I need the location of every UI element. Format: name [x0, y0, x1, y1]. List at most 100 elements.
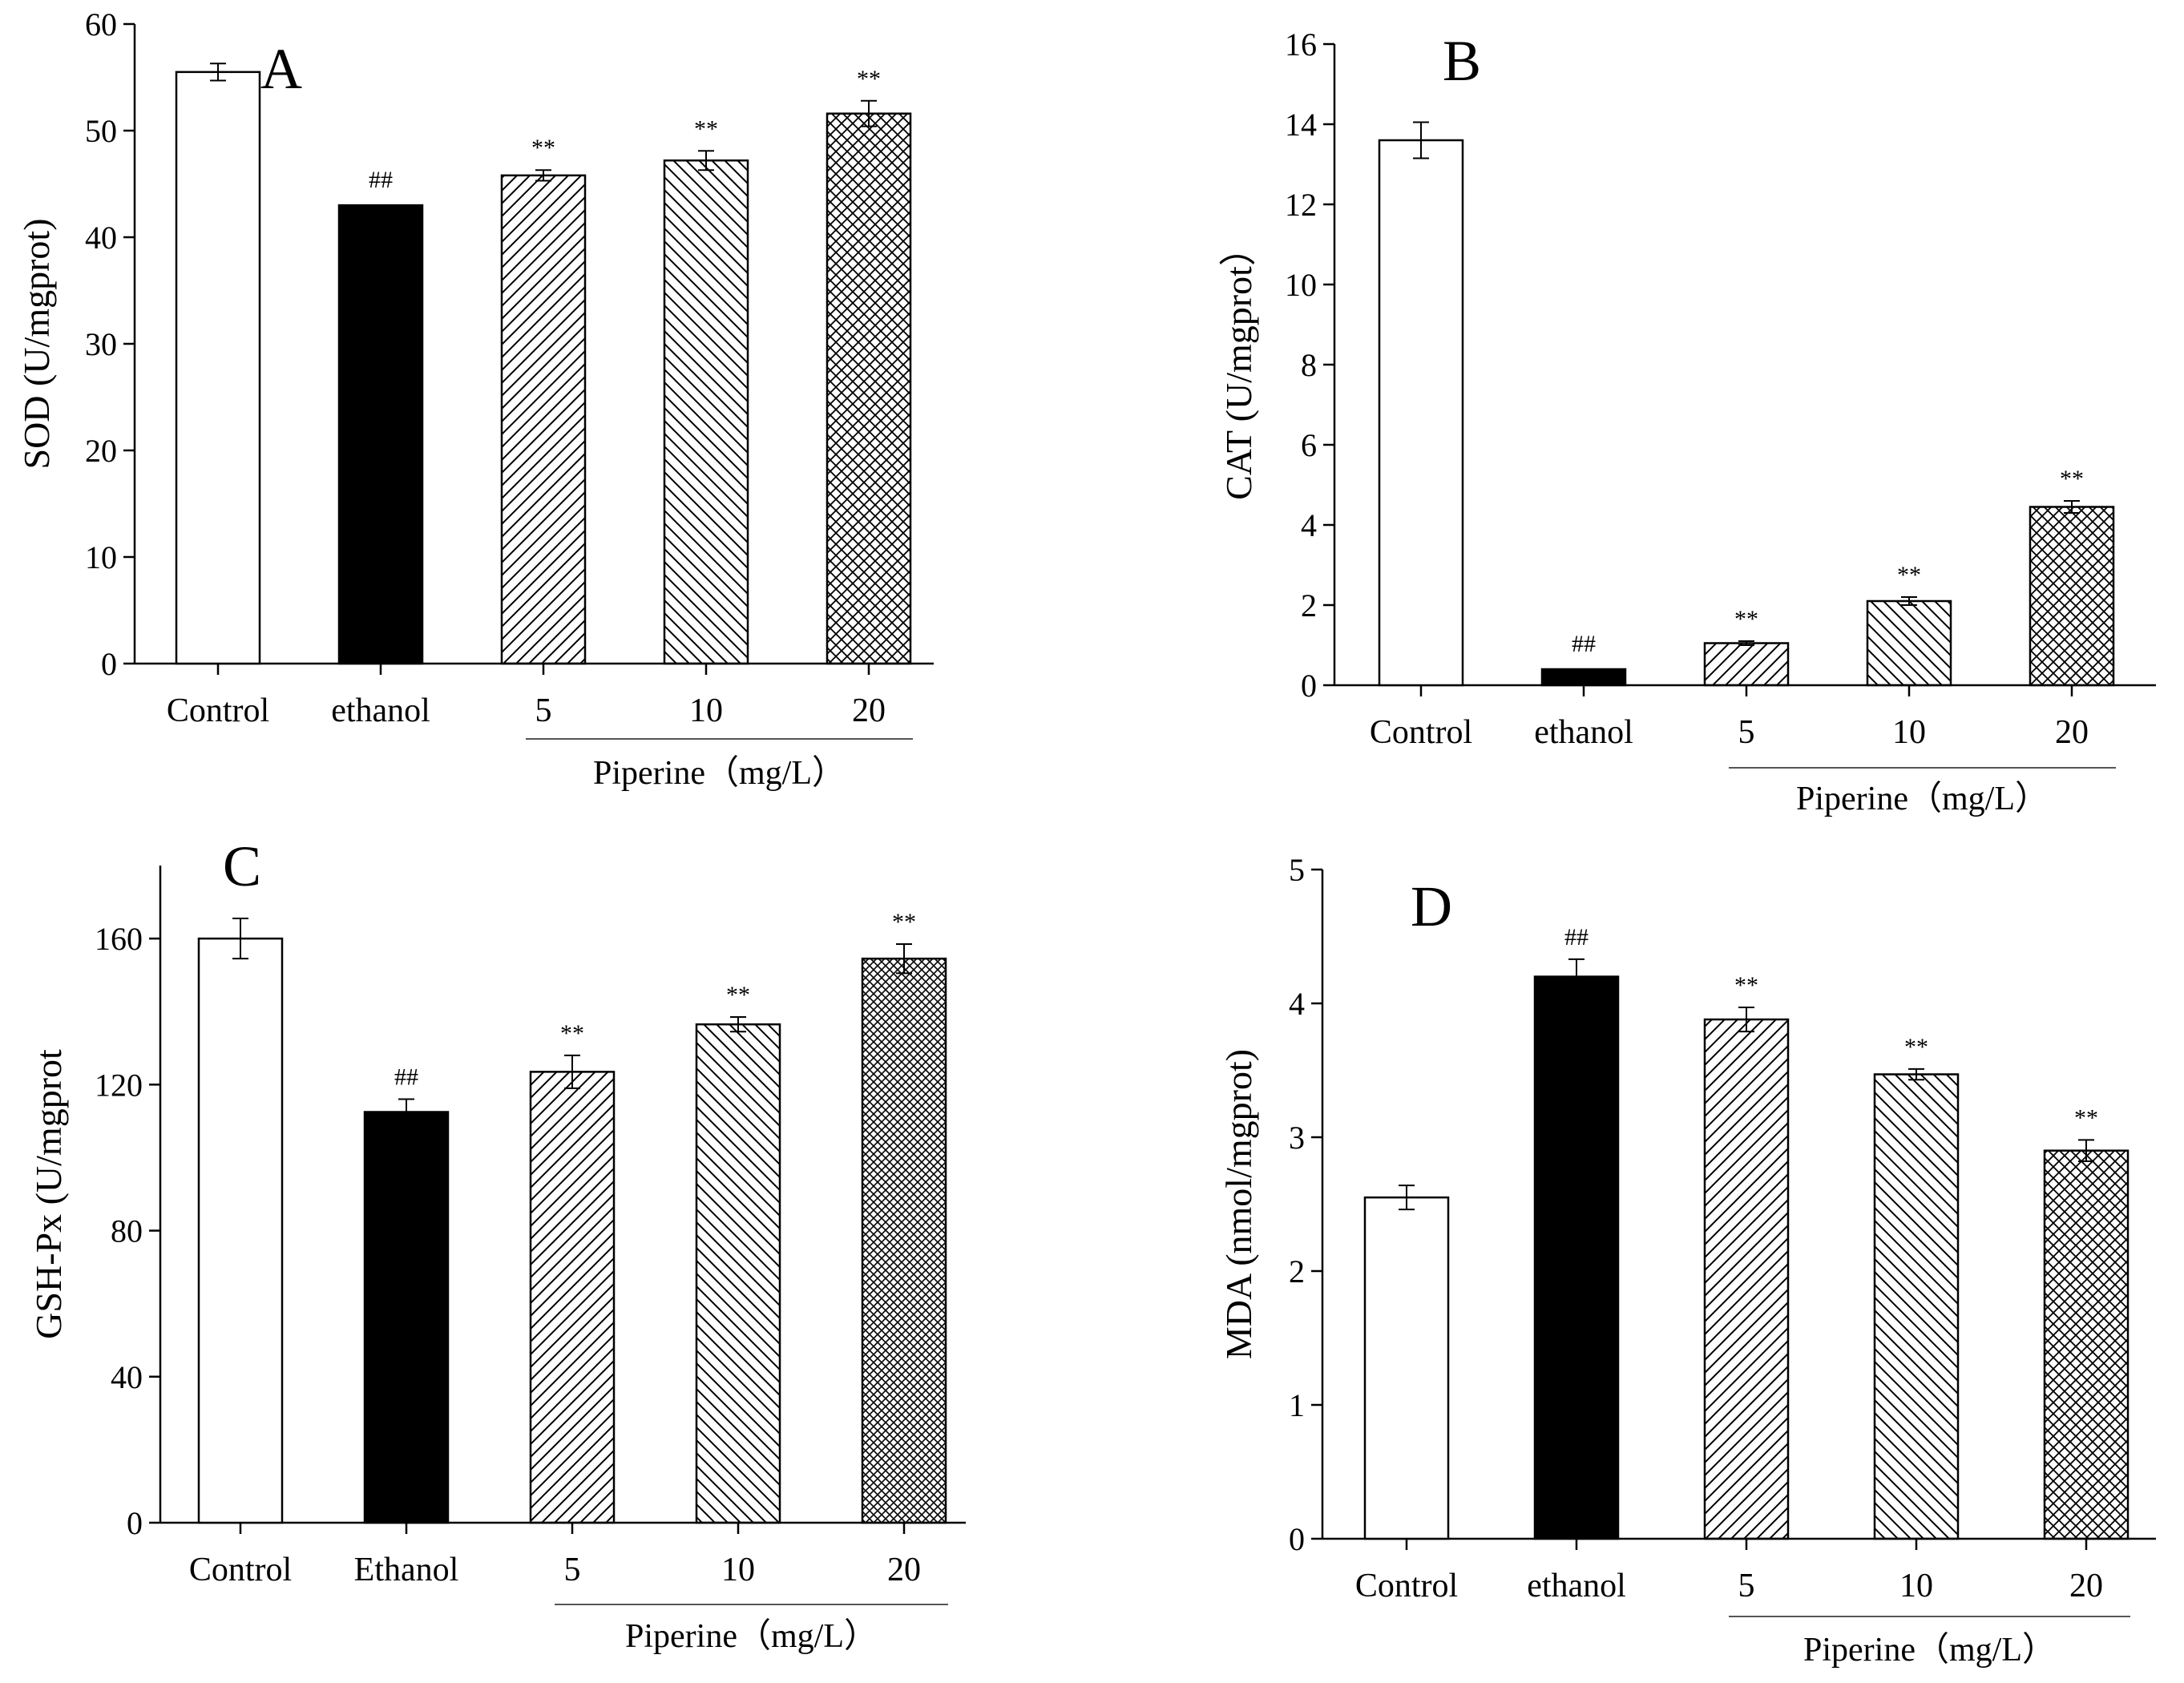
significance-marker: ** — [857, 66, 881, 92]
category-label: ethanol — [1534, 714, 1633, 751]
bar — [861, 957, 947, 1524]
group-label: Piperine（mg/L） — [593, 755, 846, 792]
y-axis-title: MDA (nmol/mgprot) — [1218, 1049, 1259, 1359]
y-tick-label: 160 — [95, 921, 143, 957]
y-tick-label: 4 — [1289, 986, 1305, 1022]
bar — [363, 1111, 450, 1524]
bar — [1873, 1073, 1960, 1540]
bar — [197, 937, 284, 1524]
significance-marker: ** — [892, 909, 916, 935]
significance-marker: ** — [531, 135, 555, 161]
y-tick-label: 2 — [1289, 1253, 1305, 1289]
category-label: 10 — [1899, 1568, 1933, 1604]
y-axis-title: SOD (U/mgprot) — [16, 218, 57, 469]
significance-marker: ** — [1734, 606, 1758, 632]
category-label: 20 — [2055, 714, 2089, 751]
y-tick-label: 5 — [1289, 852, 1305, 888]
bar — [2043, 1149, 2130, 1540]
bar — [500, 174, 587, 665]
significance-marker: ** — [1904, 1034, 1928, 1060]
bar — [1866, 599, 1952, 687]
bar — [663, 159, 749, 665]
category-label: 5 — [1738, 1568, 1755, 1604]
bar — [826, 112, 912, 665]
y-axis-title: GSH-Px (U/mgprot — [28, 1049, 69, 1339]
y-tick-label: 16 — [1285, 26, 1317, 63]
category-label: 20 — [887, 1552, 921, 1588]
y-tick-label: 6 — [1301, 427, 1317, 463]
category-label: ethanol — [1527, 1568, 1626, 1604]
y-tick-label: 40 — [111, 1359, 143, 1395]
category-label: 5 — [1738, 714, 1755, 751]
y-tick-label: 120 — [95, 1067, 143, 1103]
y-tick-label: 14 — [1285, 107, 1317, 143]
y-tick-label: 12 — [1285, 187, 1317, 223]
y-tick-label: 10 — [85, 539, 117, 575]
category-label: 10 — [689, 692, 723, 729]
y-tick-label: 50 — [85, 113, 117, 149]
y-axis-title: CAT (U/mgprot） — [1218, 229, 1259, 500]
category-label: ethanol — [331, 692, 430, 729]
y-tick-label: 0 — [1301, 668, 1317, 704]
category-label: 5 — [564, 1552, 581, 1588]
panel-letter: A — [260, 37, 302, 101]
bar — [1533, 975, 1620, 1540]
panel-c: 0 40 80 120 160 GSH-Px (U/mgprot C Control ## Eth… — [28, 834, 966, 1655]
category-label: 5 — [535, 692, 552, 729]
significance-marker: ## — [1564, 924, 1589, 950]
category-label: Ethanol — [354, 1552, 459, 1588]
panel-b: 0 2 4 6 8 10 12 14 16 CAT (U/mgprot） B Control ## eth… — [1218, 26, 2156, 817]
y-tick-label: 20 — [85, 433, 117, 469]
category-label: Control — [1355, 1568, 1458, 1604]
significance-marker: ** — [694, 115, 718, 142]
category-label: 10 — [721, 1552, 755, 1588]
bar — [337, 204, 424, 665]
significance-marker: ** — [1734, 972, 1758, 999]
y-tick-label: 4 — [1301, 507, 1317, 543]
y-tick-label: 8 — [1301, 347, 1317, 383]
y-tick-label: 40 — [85, 220, 117, 256]
category-label: Control — [1370, 714, 1472, 751]
bar — [1378, 139, 1464, 687]
y-tick-label: 2 — [1301, 587, 1317, 624]
panel-letter: C — [223, 834, 261, 898]
bar — [1363, 1196, 1450, 1540]
significance-marker: ## — [1572, 631, 1596, 657]
group-label: Piperine（mg/L） — [1796, 781, 2049, 817]
y-tick-label: 10 — [1285, 267, 1317, 303]
category-label: Control — [189, 1552, 292, 1588]
bar — [529, 1071, 616, 1524]
panel-d: 0 1 2 3 4 5 MDA (nmol/mgprot) D Control ## ethanol… — [1218, 852, 2156, 1669]
y-tick-label: 0 — [127, 1505, 143, 1541]
y-tick-label: 1 — [1289, 1387, 1305, 1423]
bar — [695, 1023, 781, 1524]
y-tick-label: 80 — [111, 1213, 143, 1249]
panel-letter: D — [1411, 874, 1452, 938]
y-tick-label: 3 — [1289, 1120, 1305, 1156]
significance-marker: ** — [726, 982, 750, 1008]
y-tick-label: 0 — [1289, 1521, 1305, 1557]
significance-marker: ** — [1897, 562, 1921, 588]
category-label: 20 — [852, 692, 886, 729]
y-tick-label: 30 — [85, 326, 117, 362]
panel-a: 0 10 20 30 40 50 60 SOD (U/mgprot) A Control ## eth… — [16, 6, 934, 792]
significance-marker: ** — [2060, 466, 2084, 492]
group-label: Piperine（mg/L） — [625, 1618, 878, 1655]
bar — [1703, 642, 1790, 687]
category-label: Control — [167, 692, 269, 729]
significance-marker: ## — [369, 167, 393, 193]
significance-marker: ** — [2074, 1104, 2098, 1131]
bar — [2029, 506, 2115, 687]
significance-marker: ## — [394, 1064, 418, 1091]
y-tick-label: 60 — [85, 6, 117, 42]
y-tick-label: 0 — [101, 646, 117, 682]
panel-letter: B — [1443, 29, 1481, 93]
category-label: 20 — [2069, 1568, 2103, 1604]
category-label: 10 — [1892, 714, 1926, 751]
significance-marker: ** — [560, 1020, 584, 1047]
group-label: Piperine（mg/L） — [1803, 1632, 2056, 1669]
bar — [1540, 668, 1627, 687]
bar — [175, 71, 261, 665]
bar — [1703, 1018, 1790, 1540]
